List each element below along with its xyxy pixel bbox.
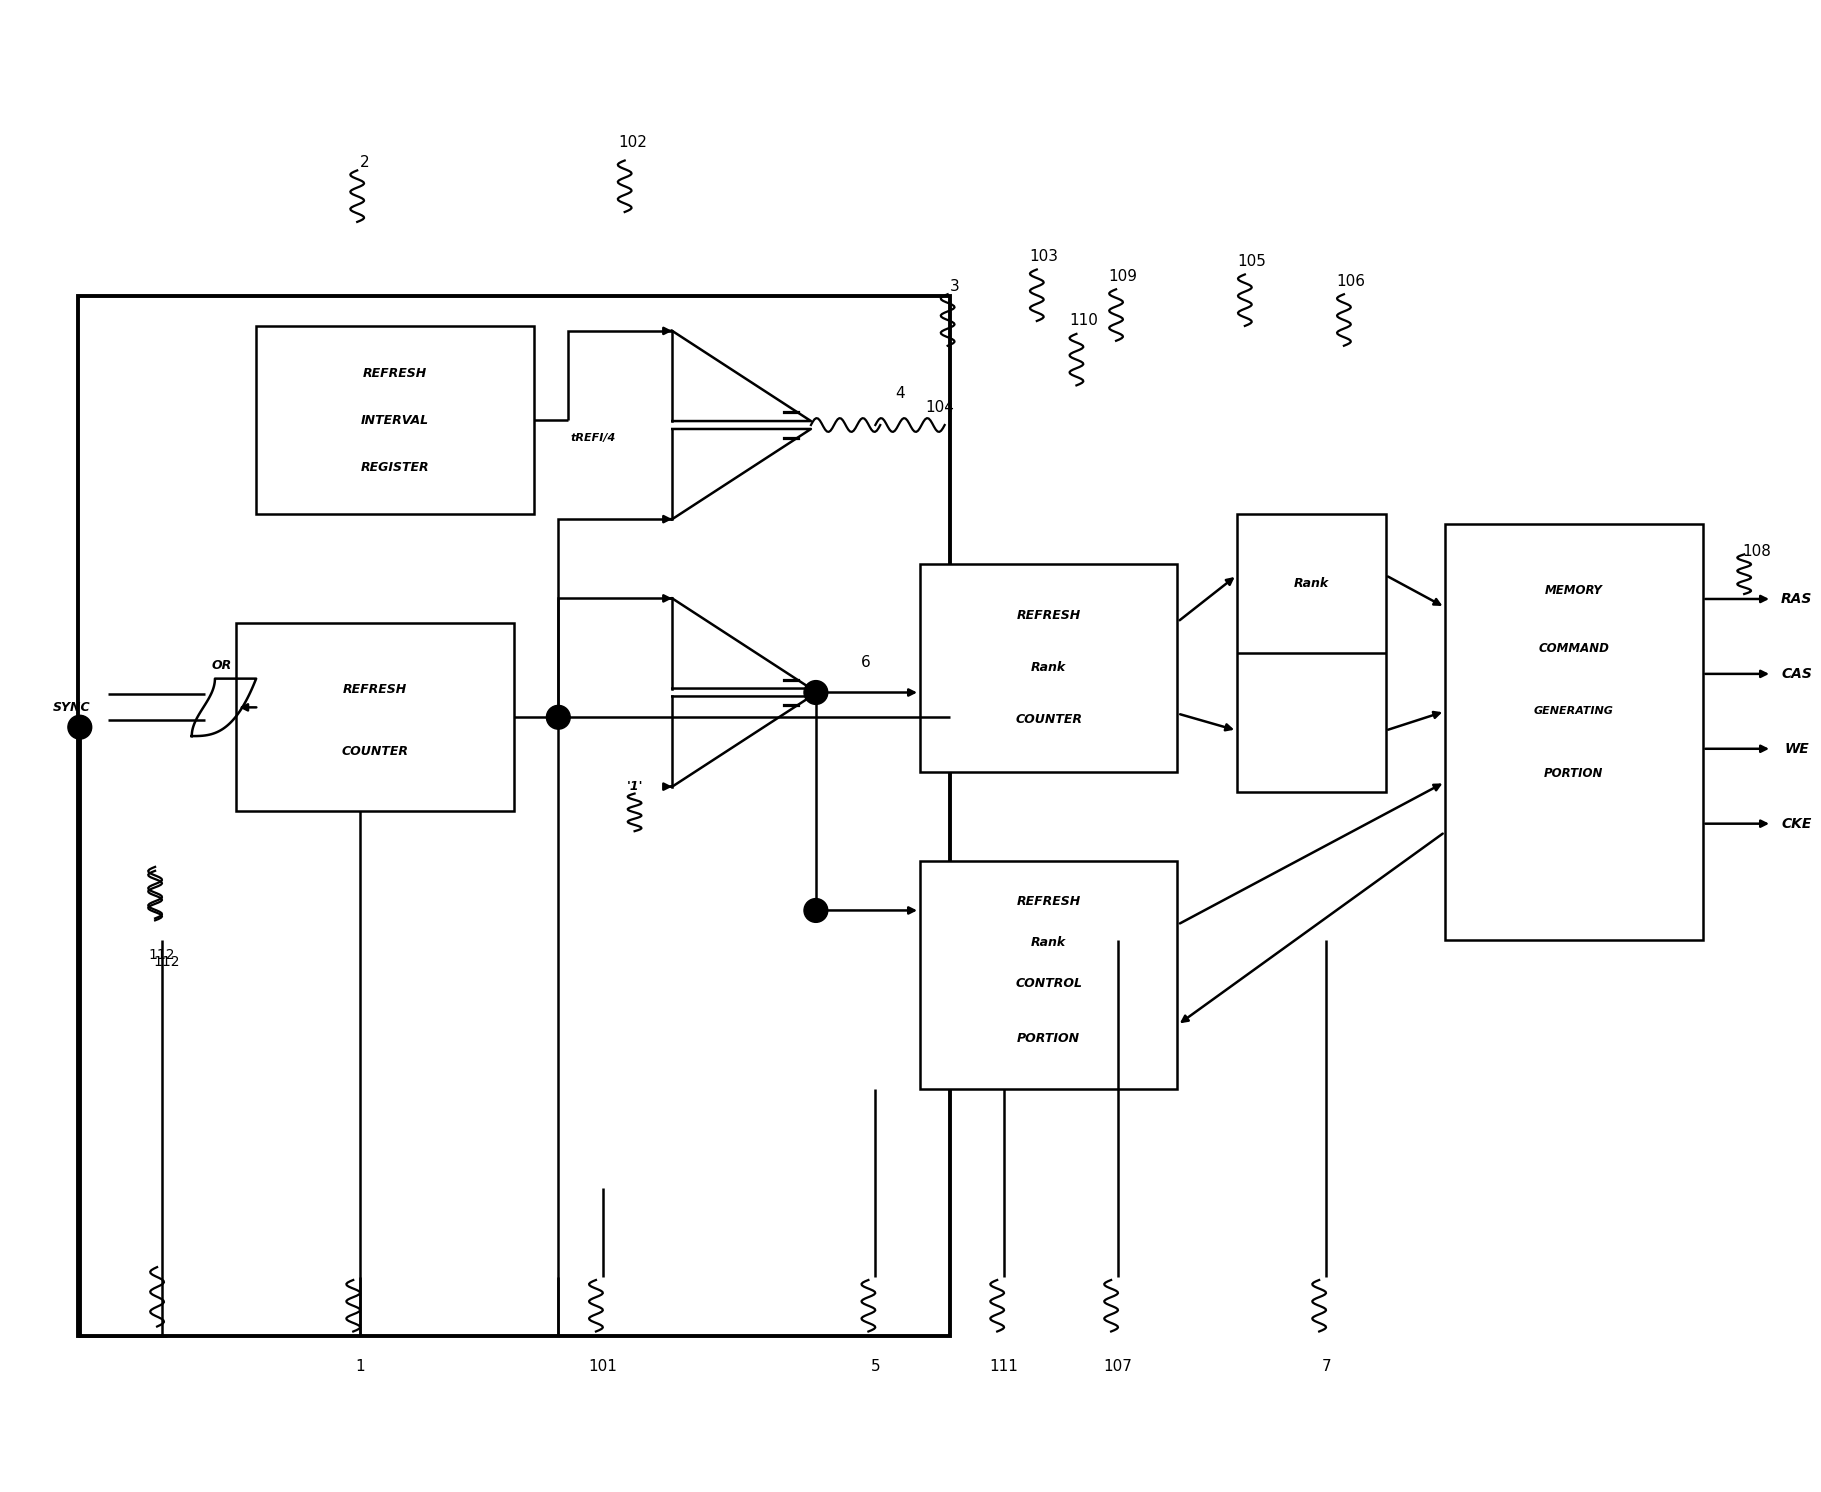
Text: COMMAND: COMMAND: [1539, 643, 1610, 655]
Text: 4: 4: [896, 386, 905, 401]
Text: CKE: CKE: [1781, 816, 1812, 831]
Circle shape: [805, 680, 829, 704]
Bar: [920, 861, 1178, 1089]
Text: MEMORY: MEMORY: [1544, 585, 1602, 597]
Text: Rank: Rank: [1293, 577, 1329, 589]
Text: Rank: Rank: [1031, 661, 1067, 674]
Text: REGISTER: REGISTER: [361, 461, 430, 473]
Text: 101: 101: [588, 1359, 617, 1374]
Text: 108: 108: [1743, 545, 1772, 560]
Text: COUNTER: COUNTER: [342, 745, 408, 758]
Text: 7: 7: [1322, 1359, 1331, 1374]
Circle shape: [546, 706, 570, 730]
Text: REFRESH: REFRESH: [1016, 895, 1082, 909]
Text: OR: OR: [211, 659, 231, 673]
Text: WE: WE: [1785, 742, 1808, 756]
Text: 104: 104: [925, 400, 954, 415]
Text: 112: 112: [149, 947, 175, 962]
Text: 111: 111: [989, 1359, 1018, 1374]
Bar: [1236, 515, 1386, 792]
Text: SYNC: SYNC: [53, 701, 91, 713]
Text: CAS: CAS: [1781, 667, 1812, 680]
Text: CONTROL: CONTROL: [1014, 977, 1082, 991]
Circle shape: [67, 715, 91, 739]
Text: PORTION: PORTION: [1018, 1032, 1080, 1046]
Text: GENERATING: GENERATING: [1533, 706, 1613, 716]
Circle shape: [805, 898, 829, 922]
Bar: [237, 624, 514, 812]
Bar: [920, 564, 1178, 771]
Text: 6: 6: [861, 655, 870, 670]
Text: 5: 5: [870, 1359, 880, 1374]
Bar: [78, 297, 949, 1337]
Text: 105: 105: [1236, 254, 1266, 269]
Text: 109: 109: [1109, 269, 1138, 283]
Text: REFRESH: REFRESH: [342, 682, 408, 695]
Text: 3: 3: [951, 279, 960, 294]
Text: INTERVAL: INTERVAL: [361, 413, 430, 427]
Text: '1': '1': [626, 780, 643, 794]
Text: PORTION: PORTION: [1544, 767, 1604, 780]
Text: 1: 1: [355, 1359, 364, 1374]
Bar: [1446, 524, 1703, 940]
Text: 106: 106: [1337, 275, 1366, 289]
Text: 110: 110: [1069, 313, 1098, 328]
Text: tREFI/4: tREFI/4: [570, 433, 615, 443]
Text: 112: 112: [153, 955, 180, 968]
Text: RAS: RAS: [1781, 592, 1812, 606]
Text: 103: 103: [1029, 249, 1058, 264]
Bar: [257, 325, 534, 515]
Text: 107: 107: [1104, 1359, 1133, 1374]
Text: 2: 2: [361, 155, 370, 170]
Text: 102: 102: [617, 136, 646, 151]
Text: REFRESH: REFRESH: [362, 367, 426, 379]
Text: COUNTER: COUNTER: [1014, 713, 1082, 727]
Text: REFRESH: REFRESH: [1016, 609, 1082, 622]
Text: Rank: Rank: [1031, 937, 1067, 949]
